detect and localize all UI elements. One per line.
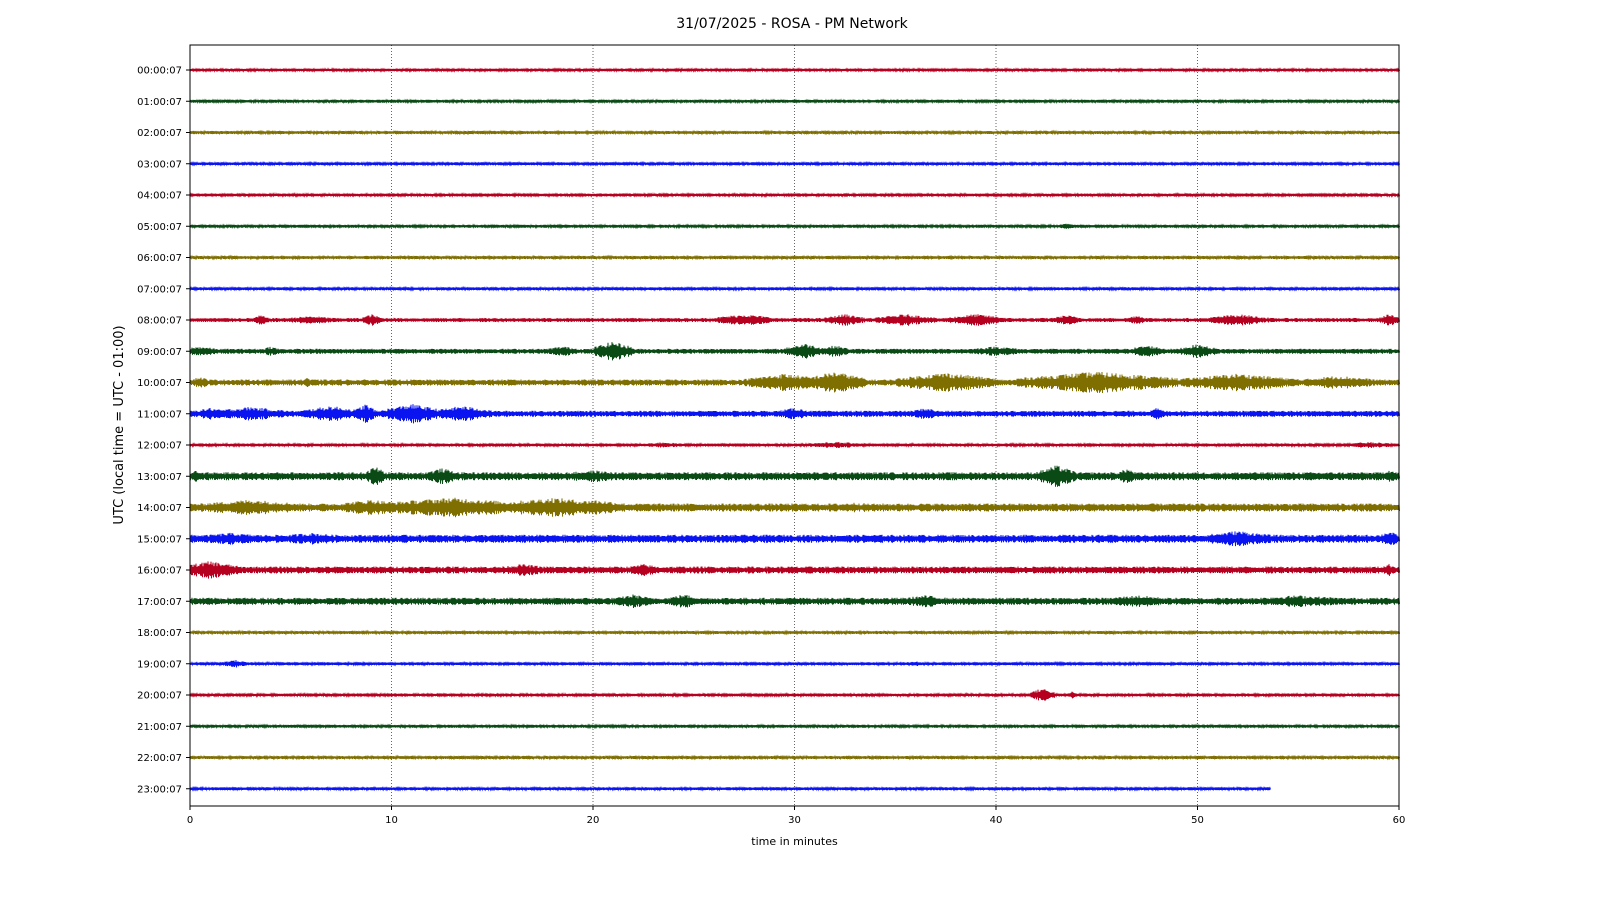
y-tick-label: 16:00:07 — [137, 566, 182, 577]
trace-line — [189, 594, 1400, 609]
trace-line — [189, 285, 1400, 292]
trace-line — [189, 723, 1400, 730]
trace-line — [189, 660, 1400, 668]
x-axis-label: time in minutes — [751, 835, 838, 848]
trace-line — [189, 629, 1400, 636]
y-tick-label: 08:00:07 — [137, 316, 182, 327]
trace-line — [189, 785, 1271, 792]
x-axis: 0 10 20 30 40 50 60 — [187, 806, 1406, 826]
y-tick-label: 23:00:07 — [137, 784, 182, 795]
x-tick-label: 10 — [385, 815, 398, 826]
trace-line — [189, 465, 1400, 487]
y-tick-label: 03:00:07 — [137, 159, 182, 170]
y-tick-label: 02:00:07 — [137, 128, 182, 139]
y-tick-label: 17:00:07 — [137, 597, 182, 608]
trace-line — [189, 314, 1400, 326]
x-tick-label: 40 — [990, 815, 1003, 826]
x-tick-label: 50 — [1191, 815, 1204, 826]
x-tick-label: 20 — [587, 815, 600, 826]
trace-line — [189, 160, 1400, 167]
trace-line — [189, 404, 1400, 424]
y-tick-label: 15:00:07 — [137, 534, 182, 545]
y-tick-label: 10:00:07 — [137, 378, 182, 389]
y-tick-label: 19:00:07 — [137, 659, 182, 670]
y-tick-label: 06:00:07 — [137, 253, 182, 264]
y-tick-label: 14:00:07 — [137, 503, 182, 514]
x-tick-label: 0 — [187, 815, 193, 826]
y-tick-label: 18:00:07 — [137, 628, 182, 639]
trace-line — [189, 754, 1400, 761]
y-tick-label: 22:00:07 — [137, 753, 182, 764]
chart-title: 31/07/2025 - ROSA - PM Network — [676, 16, 908, 32]
trace-line — [189, 223, 1400, 230]
x-tick-label: 60 — [1393, 815, 1406, 826]
trace-line — [189, 442, 1400, 448]
y-tick-label: 00:00:07 — [137, 66, 182, 77]
y-tick-label: 05:00:07 — [137, 222, 182, 233]
trace-line — [189, 497, 1400, 518]
trace-line — [189, 531, 1400, 547]
trace-line — [189, 689, 1400, 701]
trace-line — [189, 342, 1400, 361]
y-tick-label: 07:00:07 — [137, 284, 182, 295]
trace-line — [189, 67, 1400, 73]
trace-line — [189, 98, 1400, 105]
seismic-traces — [189, 67, 1400, 792]
y-axis: 00:00:07 01:00:07 02:00:07 03:00:07 04:00:07… — [137, 66, 190, 795]
trace-line — [189, 129, 1400, 136]
y-tick-label: 11:00:07 — [137, 409, 182, 420]
trace-line — [189, 561, 1400, 579]
grid-lines — [391, 45, 1198, 806]
y-tick-label: 20:00:07 — [137, 691, 182, 702]
y-tick-label: 09:00:07 — [137, 347, 182, 358]
y-tick-label: 13:00:07 — [137, 472, 182, 483]
x-tick-label: 30 — [788, 815, 801, 826]
y-tick-label: 01:00:07 — [137, 97, 182, 108]
trace-line — [189, 254, 1400, 261]
trace-line — [189, 371, 1400, 394]
trace-line — [189, 192, 1400, 198]
y-tick-label: 04:00:07 — [137, 191, 182, 202]
y-axis-label: UTC (local time = UTC - 01:00) — [112, 325, 127, 524]
y-tick-label: 12:00:07 — [137, 441, 182, 452]
y-tick-label: 21:00:07 — [137, 722, 182, 733]
